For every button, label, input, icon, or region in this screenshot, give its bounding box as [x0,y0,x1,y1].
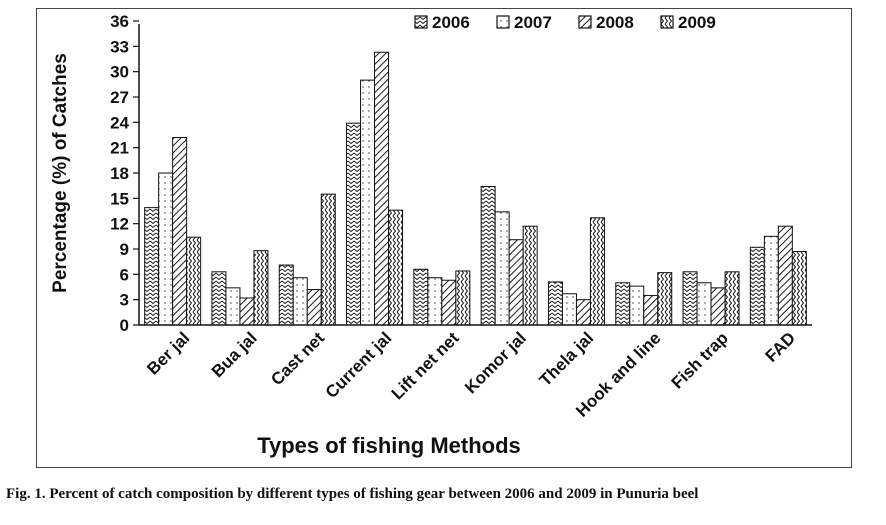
x-tick-label: Lift net net [388,328,463,403]
bar-2006-cast-net [278,264,294,326]
legend-swatch [660,15,674,29]
legend-label: 2008 [596,13,634,32]
bar-2008-fish-trap [710,287,726,326]
bar-2008-bua-jal [239,297,255,326]
x-tick-label: Komor jal [461,328,530,397]
x-tick-label: Thela jal [536,328,598,390]
y-tick-label: 36 [110,12,129,31]
legend-label: 2006 [432,13,470,32]
legend-swatch [496,15,510,29]
bar-2006-thela-jal [547,281,563,326]
y-tick-label: 3 [120,291,129,310]
bar-2007-cast-net [292,277,308,326]
bar-2009-bua-jal [253,250,269,326]
chart-frame [36,8,852,468]
bar-2006-komor-jal [480,186,496,326]
figure-caption: Fig. 1. Percent of catch composition by … [6,486,699,502]
y-tick-label: 0 [120,316,129,335]
bar-2008-fad [777,225,793,326]
bar-2008-ber-jal [172,137,188,326]
bar-chart: Percentage (%) of Catches Types of fishi… [50,12,812,458]
bar-2007-bua-jal [225,287,241,326]
bar-2007-fad [763,235,779,326]
y-tick-label: 9 [120,240,129,259]
bar-2009-fad [791,251,807,326]
bar-2009-current-jal [388,209,404,326]
bar-2009-ber-jal [186,236,202,326]
legend-swatch [578,15,592,29]
y-tick-label: 18 [110,164,129,183]
x-tick-label: Fish trap [668,328,732,392]
bar-2006-current-jal [346,122,362,326]
bar-2006-hook-and-line [615,282,631,326]
x-axis-title: Types of fishing Methods [257,433,521,458]
bar-2008-cast-net [306,289,322,326]
bar-2007-fish-trap [696,282,712,326]
bar-2008-komor-jal [508,239,524,326]
bar-2007-ber-jal [158,172,174,326]
x-tick-label: Bua jal [208,328,261,381]
bar-2007-thela-jal [561,293,577,326]
bar-2006-lift-net-net [413,268,429,326]
x-tick-label: Cast net [267,328,328,389]
bar-2006-fish-trap [682,271,698,326]
bar-2007-hook-and-line [629,285,645,326]
bar-2007-lift-net-net [427,277,443,326]
y-tick-label: 24 [110,113,129,132]
bar-2007-current-jal [360,79,376,326]
bar-2009-hook-and-line [657,272,673,326]
y-tick-label: 15 [110,189,129,208]
x-tick-label: FAD [762,328,799,365]
bar-2009-cast-net [320,193,336,326]
legend: 2006 2007 2008 2009 [414,13,716,32]
bar-2008-lift-net-net [441,279,457,326]
y-tick-label: 33 [110,37,129,56]
x-tick-label: Current jal [322,328,396,402]
y-tick-label: 6 [120,265,129,284]
bar-2006-ber-jal [144,207,160,326]
bar-2007-komor-jal [494,211,510,326]
legend-swatch [414,15,428,29]
y-tick-label: 21 [110,139,129,158]
y-tick-label: 27 [110,88,129,107]
bar-2009-fish-trap [724,271,740,326]
y-axis-title: Percentage (%) of Catches [50,53,71,293]
bar-2008-thela-jal [575,299,591,326]
y-tick-label: 12 [110,215,129,234]
bar-2006-bua-jal [211,271,227,326]
bar-2008-hook-and-line [643,294,659,326]
bar-2009-thela-jal [589,217,605,326]
bar-2008-current-jal [374,51,390,326]
x-tick-label: Ber jal [143,328,193,378]
y-tick-label: 30 [110,63,129,82]
bar-2009-lift-net-net [455,270,471,326]
legend-label: 2007 [514,13,552,32]
bar-2009-komor-jal [522,225,538,326]
bar-2006-fad [749,246,765,326]
legend-label: 2009 [678,13,716,32]
